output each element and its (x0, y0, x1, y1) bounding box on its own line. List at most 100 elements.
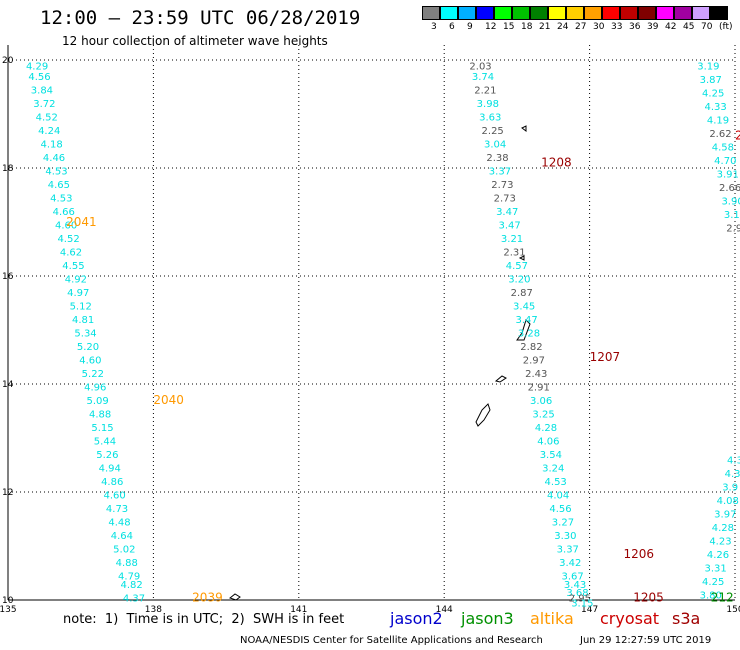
legend-swatch (440, 6, 458, 20)
legend-label: 9 (467, 22, 473, 32)
island-outline (494, 375, 507, 383)
swh-value: 2.66 (719, 183, 740, 194)
swh-value: 3.37 (557, 545, 579, 556)
swh-value: 3.80 (700, 591, 722, 602)
swh-value: 4.25 (702, 88, 724, 99)
swh-value: 4.62 (60, 248, 82, 259)
legend-swatch (566, 6, 584, 20)
satellite-name-cryosat: cryosat (600, 609, 660, 628)
legend-label: (ft) (719, 22, 733, 32)
legend-swatch (422, 6, 440, 20)
swh-value: 2.43 (525, 369, 547, 380)
legend-swatch (494, 6, 512, 20)
swh-value: 3.27 (552, 518, 574, 529)
track-label: 1205 (633, 590, 664, 604)
swh-value: 4.53 (45, 167, 67, 178)
swh-value: 4.81 (72, 315, 94, 326)
satellite-name-jason2: jason2 (390, 609, 443, 628)
legend-label: 39 (647, 22, 659, 32)
legend-swatch (692, 6, 710, 20)
swh-value: 2.87 (511, 288, 533, 299)
swh-value: 2.21 (474, 86, 496, 97)
swh-value: 5.09 (87, 396, 109, 407)
swh-value: 3.21 (501, 234, 523, 245)
swh-value: 2.97 (523, 356, 545, 367)
legend-label: 45 (683, 22, 695, 32)
swh-value: 3.47 (515, 315, 537, 326)
legend-swatch (584, 6, 602, 20)
swh-value: 4.24 (38, 126, 60, 137)
legend-label: 6 (449, 22, 455, 32)
swh-value: 4.94 (99, 464, 121, 475)
y-tick-label: 18 (2, 164, 14, 174)
swh-value: 3.67 (562, 572, 584, 583)
swh-value: 4.25 (702, 577, 724, 588)
swh-value: 4.88 (89, 410, 111, 421)
swh-value: 4.96 (84, 383, 106, 394)
legend-label: 3 (431, 22, 437, 32)
swh-value: 4.3 (725, 469, 740, 480)
swh-value: 4.28 (535, 423, 557, 434)
swh-value: 2.95 (569, 593, 591, 604)
swh-value: 2.73 (491, 180, 513, 191)
x-tick-label: 144 (436, 605, 453, 615)
swh-value: 5.15 (91, 423, 113, 434)
legend-swatch (458, 6, 476, 20)
swh-value: 4.46 (43, 153, 65, 164)
track-label: 212 (711, 590, 734, 604)
swh-value: 4.33 (704, 102, 726, 113)
swh-value: 3.47 (498, 221, 520, 232)
swh-value: 3.30 (554, 531, 576, 542)
swh-value: 3.42 (559, 558, 581, 569)
swh-value: 5.26 (96, 450, 118, 461)
track-label: 1208 (541, 156, 572, 170)
x-tick-label: 138 (145, 605, 162, 615)
swh-value: 3.68 (566, 588, 588, 599)
swh-value: 2.31 (503, 248, 525, 259)
swh-value: 3.98 (477, 99, 499, 110)
y-tick-label: 12 (2, 488, 13, 498)
swh-value: 4.23 (709, 537, 731, 548)
swh-value: 4.52 (57, 234, 79, 245)
swh-value: 3.12 (724, 210, 740, 221)
swh-value: 4.52 (36, 113, 58, 124)
swh-value: 3.19 (697, 61, 719, 72)
swh-value: 3.54 (540, 450, 562, 461)
legend-swatch (476, 6, 494, 20)
satellite-name-s3a: s3a (672, 609, 701, 628)
y-tick-label: 16 (2, 272, 14, 282)
x-tick-label: 147 (581, 605, 598, 615)
swh-value: 4.97 (67, 288, 89, 299)
legend-label: 36 (629, 22, 641, 32)
swh-value: 2.91 (528, 383, 550, 394)
swh-value: 4.18 (40, 140, 62, 151)
swh-value: 4.08 (717, 496, 739, 507)
legend-label: 42 (665, 22, 677, 32)
swh-value: 4.58 (712, 142, 734, 153)
swh-value: 3.87 (700, 75, 722, 86)
swh-value: 4.60 (103, 491, 125, 502)
swh-value: 4.60 (55, 221, 77, 232)
swh-value: 2.82 (520, 342, 542, 353)
swh-value: 5.20 (77, 342, 99, 353)
island-outline (475, 403, 491, 427)
swh-value: 3.28 (518, 329, 540, 340)
swh-value: 3.24 (542, 464, 564, 475)
swh-value: 5.12 (70, 302, 92, 313)
footer-credit: NOAA/NESDIS Center for Satellite Applica… (240, 635, 543, 646)
legend-label: 30 (593, 22, 605, 32)
legend-swatch (656, 6, 674, 20)
chart-title: 12:00 – 23:59 UTC 06/28/2019 (40, 7, 361, 29)
swh-value: 3.04 (484, 140, 506, 151)
footer-timestamp: Jun 29 12:27:59 UTC 2019 (580, 635, 712, 646)
x-tick-label: 135 (0, 605, 17, 615)
swh-value: 4.65 (48, 180, 70, 191)
swh-value: 5.02 (113, 545, 135, 556)
legend-label: 27 (575, 22, 587, 32)
swh-value: 4.29 (26, 61, 48, 72)
swh-value: 4.92 (65, 275, 87, 286)
legend-label: 18 (521, 22, 533, 32)
island-outline (516, 319, 531, 341)
legend-swatch (512, 6, 530, 20)
